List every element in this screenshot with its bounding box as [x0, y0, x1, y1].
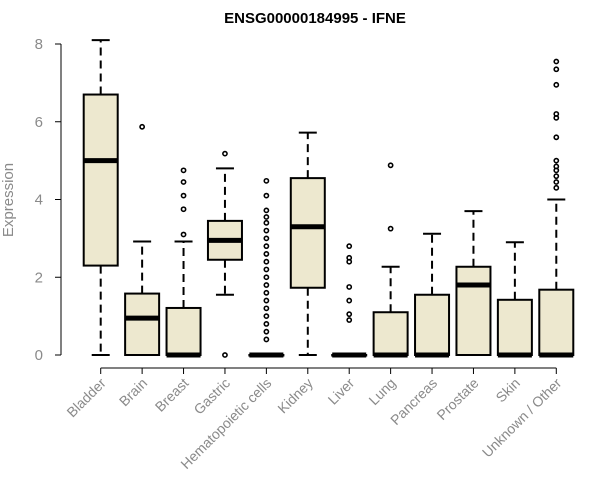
outlier-point: [346, 243, 353, 250]
outlier-point: [263, 282, 270, 288]
x-tick-label: Prostate: [433, 375, 481, 423]
outlier-point: [553, 81, 560, 88]
outlier-point: [387, 225, 394, 232]
boxes: [82, 39, 575, 358]
outlier-point: [222, 352, 228, 358]
box-group: [455, 210, 492, 356]
x-tick-label: Bladder: [63, 375, 109, 421]
outlier-point: [346, 297, 353, 304]
box-group: [165, 167, 202, 358]
outlier-point: [553, 179, 560, 185]
outlier-point: [263, 177, 270, 184]
box: [538, 288, 575, 356]
box: [82, 93, 119, 267]
chart-title: ENSG00000184995 - IFNE: [224, 10, 406, 27]
outlier-point: [139, 123, 146, 130]
box-group: [248, 177, 285, 358]
outlier-point: [180, 206, 187, 213]
outlier-point: [180, 167, 187, 174]
box-group: [372, 162, 409, 358]
x-tick-label: Skin: [492, 375, 523, 406]
box: [496, 298, 533, 356]
box: [414, 293, 451, 356]
outlier-point: [263, 251, 270, 257]
outlier-point: [263, 214, 270, 220]
outlier-point: [263, 336, 270, 343]
outlier-point: [346, 254, 353, 261]
box: [372, 311, 409, 356]
y-axis-label: Expression: [0, 163, 17, 237]
outlier-point: [263, 305, 270, 312]
outlier-point: [553, 58, 560, 65]
outlier-point: [263, 266, 270, 273]
outlier-point: [553, 111, 560, 117]
box-group: [206, 150, 243, 358]
outlier-point: [263, 227, 270, 234]
y-axis: 0 2 4 6 8: [35, 36, 62, 364]
box: [289, 177, 326, 289]
outlier-point: [180, 179, 187, 185]
x-tick-label: Brain: [116, 375, 150, 409]
outlier-point: [553, 184, 560, 191]
outlier-point: [222, 150, 228, 157]
y-tick-label: 8: [35, 36, 43, 53]
box-group: [414, 232, 451, 358]
outlier-point: [553, 163, 560, 170]
outlier-point: [263, 328, 270, 335]
y-tick-label: 2: [35, 269, 43, 286]
x-tick-label: Lung: [365, 375, 398, 408]
outlier-point: [387, 162, 394, 169]
x-tick-label: Kidney: [274, 375, 316, 417]
outlier-point: [180, 231, 187, 238]
outlier-point: [553, 66, 560, 73]
x-tick-label: Liver: [325, 375, 358, 408]
outlier-point: [346, 284, 353, 290]
y-tick-label: 0: [35, 347, 43, 364]
outlier-point: [263, 313, 270, 320]
outlier-point: [263, 219, 270, 226]
box-group: [289, 131, 326, 356]
box: [455, 265, 492, 356]
x-tick-label: Unknown / Other: [479, 375, 565, 461]
outlier-point: [263, 297, 270, 304]
box-group: [331, 243, 368, 358]
box-group: [124, 123, 161, 357]
box: [165, 306, 202, 356]
outlier-point: [553, 173, 560, 180]
outlier-point: [263, 207, 270, 214]
x-tick-label: Breast: [152, 375, 192, 415]
outlier-point: [263, 274, 270, 281]
outlier-point: [553, 134, 560, 141]
box-group: [538, 58, 575, 358]
box-group: [82, 39, 119, 356]
outlier-point: [180, 192, 187, 199]
outlier-point: [263, 235, 270, 242]
outlier-point: [263, 258, 270, 265]
y-tick-label: 6: [35, 114, 43, 131]
box: [124, 292, 161, 357]
outlier-point: [553, 157, 560, 164]
y-tick-label: 4: [35, 192, 43, 209]
outlier-point: [346, 311, 353, 318]
outlier-point: [263, 243, 270, 250]
box-group: [496, 241, 533, 358]
outlier-point: [263, 192, 270, 199]
outlier-point: [346, 317, 353, 323]
outlier-point: [263, 289, 270, 296]
outlier-point: [263, 320, 270, 327]
